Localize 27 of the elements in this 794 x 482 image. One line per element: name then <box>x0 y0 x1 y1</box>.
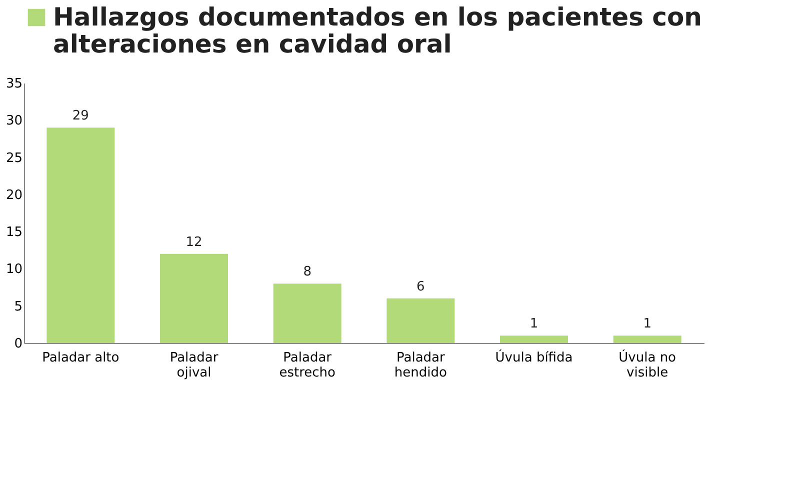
data-label: 12 <box>186 234 202 250</box>
bar <box>46 128 115 343</box>
y-tick-label: 15 <box>6 225 22 240</box>
data-label: 8 <box>303 264 312 280</box>
x-tick-label: Paladar estrecho <box>279 350 336 380</box>
x-tick-label: Úvula no visible <box>618 348 676 380</box>
y-tick-label: 30 <box>6 114 22 129</box>
data-label: 1 <box>643 316 652 332</box>
data-label: 29 <box>72 108 89 124</box>
bar <box>500 336 568 343</box>
bar <box>160 254 228 343</box>
x-tick-label: Paladar ojival <box>170 350 219 380</box>
y-tick-label: 5 <box>14 299 22 314</box>
data-label: 1 <box>530 316 538 332</box>
x-tick-label: Paladar hendido <box>394 350 447 380</box>
y-tick-label: 35 <box>6 76 22 92</box>
y-tick-label: 0 <box>14 336 22 352</box>
y-tick-label: 10 <box>6 262 22 278</box>
data-label: 6 <box>416 279 425 294</box>
bar <box>613 336 682 343</box>
x-tick-label: Paladar alto <box>42 350 120 366</box>
y-tick-label: 25 <box>6 150 22 166</box>
bar <box>386 298 455 343</box>
legend-label: Hallazgos documentados en los pacientes con alteraciones en cavidad oral <box>53 2 702 58</box>
bar <box>273 284 342 343</box>
x-tick-label: Úvula bífida <box>495 348 573 366</box>
y-tick-label: 20 <box>6 188 22 203</box>
